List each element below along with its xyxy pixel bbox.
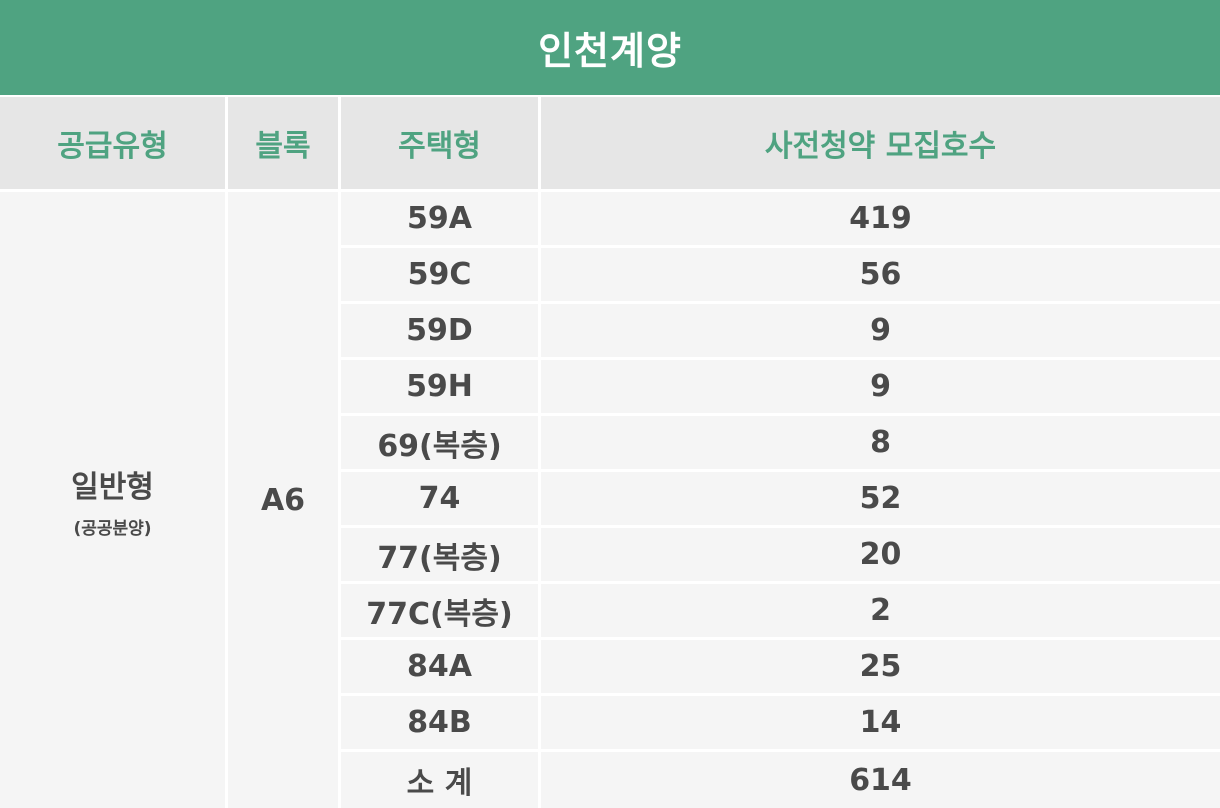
header-units: 사전청약 모집호수 [541,97,1220,189]
housing-type-cell: 84B [341,696,538,749]
units-cell: 9 [541,360,1220,413]
housing-type-cell: 59C [341,248,538,301]
subtotal-count: 614 [541,752,1220,808]
header-block: 블록 [228,97,338,189]
supply-type-main: 일반형 [71,469,154,505]
units-cell: 2 [541,584,1220,637]
units-cell: 52 [541,472,1220,525]
housing-type-cell: 77C(복층) [341,584,538,637]
housing-type-cell: 59H [341,360,538,413]
block-cell: A6 [228,192,338,808]
subtotal-label: 소 계 [341,752,538,808]
units-cell: 9 [541,304,1220,357]
housing-type-cell: 59A [341,192,538,245]
housing-type-cell: 74 [341,472,538,525]
housing-type-cell: 84A [341,640,538,693]
units-cell: 56 [541,248,1220,301]
units-cell: 419 [541,192,1220,245]
units-cell: 25 [541,640,1220,693]
units-cell: 20 [541,528,1220,581]
header-supply-type: 공급유형 [0,97,225,189]
units-cell: 8 [541,416,1220,469]
housing-type-cell: 59D [341,304,538,357]
housing-type-cell: 69(복층) [341,416,538,469]
supply-type-cell: 일반형 (공공분양) [0,192,225,808]
supply-type-sub: (공공분양) [73,518,152,539]
table-title: 인천계양 [0,0,1220,95]
units-cell: 14 [541,696,1220,749]
housing-type-cell: 77(복층) [341,528,538,581]
header-housing-type: 주택형 [341,97,538,189]
